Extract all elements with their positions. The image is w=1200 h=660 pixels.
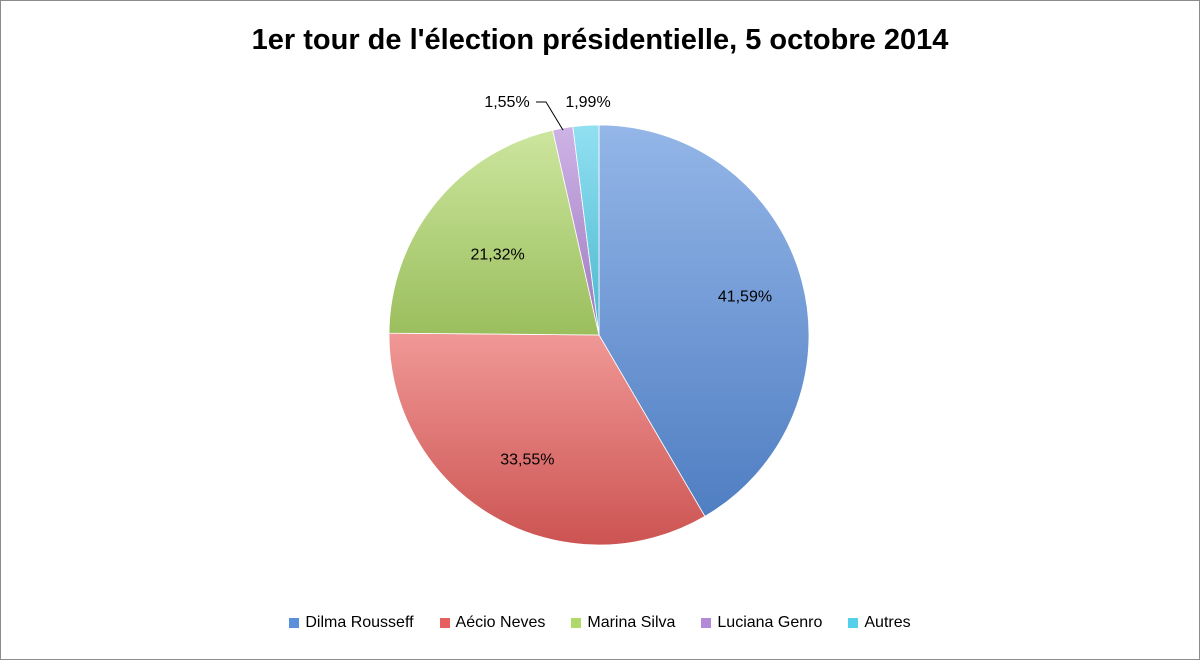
legend-swatch <box>439 618 450 628</box>
legend-item-luciana-genro: Luciana Genro <box>701 614 822 632</box>
slice-label-marina-silva: 21,32% <box>471 246 525 263</box>
legend-item-aecio-neves: Aécio Neves <box>439 614 546 632</box>
legend-label: Luciana Genro <box>717 614 823 631</box>
legend-swatch <box>571 618 582 628</box>
legend-swatch <box>701 618 712 628</box>
legend-item-autres: Autres <box>848 614 911 632</box>
legend-label: Marina Silva <box>587 614 676 631</box>
chart-title: 1er tour de l'élection présidentielle, 5… <box>251 24 949 56</box>
pie-slice-aecio-neves <box>388 332 706 546</box>
legend-item-marina-silva: Marina Silva <box>571 614 675 632</box>
pie-slice-dilma-rousseff <box>598 124 810 517</box>
slice-label-autres: 1,99% <box>565 94 610 111</box>
leader-line-luciana-genro <box>536 101 564 131</box>
legend-label: Aécio Neves <box>455 614 546 631</box>
legend-label: Autres <box>864 614 911 631</box>
legend-swatch <box>289 618 300 628</box>
slice-label-dilma-rousseff: 41,59% <box>718 289 772 306</box>
pie-slice-autres <box>572 124 600 336</box>
slice-label-luciana-genro: 1,55% <box>484 94 529 111</box>
chart-legend: Dilma Rousseff Aécio Neves Marina Silva Luc… <box>0 614 1200 632</box>
legend-item-dilma-rousseff: Dilma Rousseff <box>289 614 414 632</box>
slice-label-aecio-neves: 33,55% <box>500 452 554 469</box>
legend-label: Dilma Rousseff <box>305 614 414 631</box>
legend-swatch <box>848 618 859 628</box>
pie-slice-marina-silva <box>388 129 600 336</box>
